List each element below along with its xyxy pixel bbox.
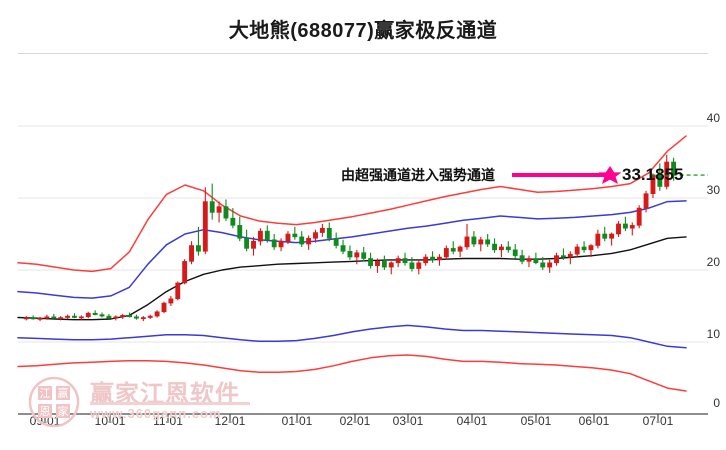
x-axis-label-1: 10-01 — [94, 414, 126, 428]
y-axis-label-30: 30 — [706, 183, 720, 197]
x-axis-label-10: 07-01 — [642, 414, 674, 428]
svg-text:家: 家 — [58, 404, 69, 418]
watermark: 江 赢 恩 家 赢家江恩软件 www.360gann.com — [28, 372, 288, 436]
y-axis-label-20: 20 — [706, 255, 720, 269]
annotation-price: 33.1855 — [622, 165, 684, 184]
grid-lines — [18, 125, 708, 343]
candlestick-series — [23, 154, 677, 322]
annotation-arrow — [512, 166, 622, 184]
watermark-rule — [90, 402, 250, 405]
x-axis-label-9: 06-01 — [578, 414, 610, 428]
y-axis-label-0: 0 — [713, 396, 720, 410]
x-axis-label-6: 03-01 — [392, 414, 424, 428]
x-axis-label-2: 11-01 — [153, 414, 183, 428]
svg-text:恩: 恩 — [40, 405, 51, 418]
svg-text:江: 江 — [40, 387, 51, 400]
x-axis-label-8: 05-01 — [520, 414, 552, 428]
axis-ticks — [44, 414, 659, 421]
x-axis-label-5: 02-01 — [339, 414, 371, 428]
page-title: 大地熊(688077)赢家极反通道 — [228, 20, 498, 42]
y-axis-label-40: 40 — [706, 111, 720, 125]
x-axis-label-7: 04-01 — [456, 414, 488, 428]
annotation-label: 由超强通道进入强势通道 — [341, 167, 495, 183]
seal-logo-icon: 江 赢 恩 家 — [28, 376, 80, 428]
watermark-url: www.360gann.com — [90, 406, 222, 421]
x-axis-label-4: 01-01 — [281, 414, 313, 428]
y-axis-label-10: 10 — [706, 327, 720, 341]
x-axis-label-3: 12-01 — [214, 414, 246, 428]
svg-text:赢: 赢 — [58, 386, 69, 400]
header-divider — [18, 53, 708, 54]
